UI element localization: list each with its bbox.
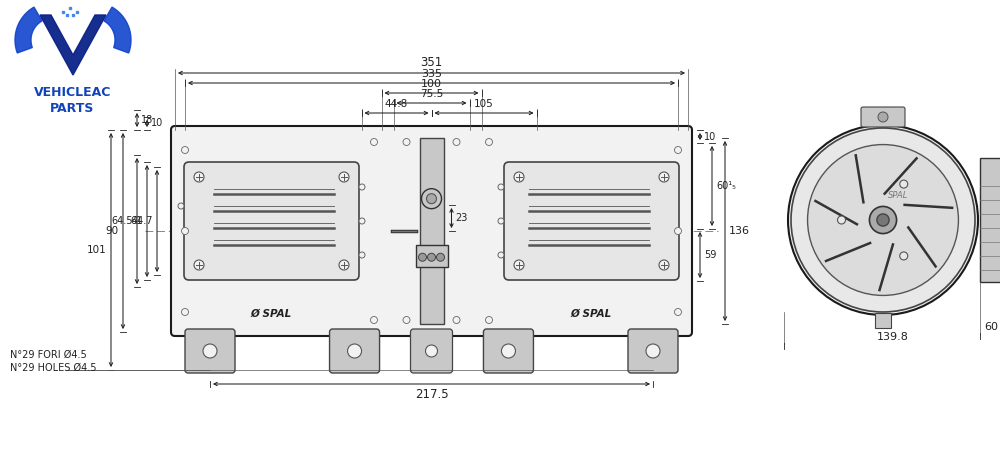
Circle shape [182, 309, 188, 315]
Circle shape [339, 172, 349, 182]
Text: 61: 61 [131, 216, 143, 226]
Circle shape [808, 144, 958, 296]
Circle shape [178, 203, 184, 209]
FancyBboxPatch shape [861, 107, 905, 127]
Circle shape [498, 184, 504, 190]
FancyBboxPatch shape [628, 329, 678, 373]
Text: Ø SPAL: Ø SPAL [251, 309, 292, 319]
Circle shape [203, 344, 217, 358]
Circle shape [403, 139, 410, 145]
Circle shape [646, 344, 660, 358]
Circle shape [403, 316, 410, 324]
Text: 64.5: 64.5 [112, 216, 133, 226]
Ellipse shape [788, 125, 978, 315]
Circle shape [486, 316, 492, 324]
Polygon shape [15, 7, 42, 53]
Circle shape [659, 172, 669, 182]
Circle shape [674, 147, 682, 153]
Circle shape [182, 147, 188, 153]
Text: 100: 100 [421, 79, 442, 89]
Text: 75.5: 75.5 [420, 89, 443, 99]
Text: N°29 HOLES Ø4.5: N°29 HOLES Ø4.5 [10, 363, 96, 373]
Circle shape [900, 252, 908, 260]
Circle shape [194, 260, 204, 270]
Circle shape [422, 189, 442, 209]
Text: VEHICLEAC: VEHICLEAC [34, 86, 111, 99]
Text: PARTS: PARTS [50, 102, 95, 114]
Circle shape [436, 253, 444, 261]
Text: 10: 10 [704, 131, 716, 141]
Circle shape [838, 216, 846, 224]
Circle shape [514, 260, 524, 270]
Text: N°29 FORI Ø4.5: N°29 FORI Ø4.5 [10, 350, 87, 360]
Text: 139.8: 139.8 [877, 332, 909, 342]
Bar [416, 245, 448, 267]
Circle shape [359, 252, 365, 258]
FancyBboxPatch shape [185, 329, 235, 373]
Text: Ø SPAL: Ø SPAL [571, 309, 612, 319]
Text: PARTS: PARTS [398, 228, 468, 247]
Circle shape [339, 260, 349, 270]
Circle shape [674, 228, 682, 234]
FancyBboxPatch shape [171, 126, 692, 336]
FancyBboxPatch shape [504, 162, 679, 280]
Bar [875, 313, 891, 328]
Circle shape [453, 139, 460, 145]
Text: 60¹₅: 60¹₅ [716, 181, 736, 191]
Circle shape [370, 139, 378, 145]
FancyBboxPatch shape [411, 329, 452, 373]
Polygon shape [104, 7, 131, 53]
Bar [420, 138, 444, 324]
Circle shape [418, 253, 426, 261]
Text: 101: 101 [87, 245, 107, 255]
Text: 105: 105 [474, 99, 494, 109]
Circle shape [486, 139, 492, 145]
Circle shape [501, 344, 515, 358]
Text: 23: 23 [456, 213, 468, 223]
FancyBboxPatch shape [483, 329, 533, 373]
Text: 217.5: 217.5 [415, 388, 448, 401]
Text: 18: 18 [141, 115, 153, 125]
Text: V: V [350, 173, 410, 247]
Circle shape [194, 172, 204, 182]
Text: SPAL: SPAL [888, 190, 908, 199]
Circle shape [877, 214, 889, 226]
Circle shape [498, 252, 504, 258]
Circle shape [453, 316, 460, 324]
Text: 44.8: 44.8 [385, 99, 408, 109]
Text: 60: 60 [984, 322, 998, 332]
Circle shape [426, 345, 438, 357]
Circle shape [428, 253, 436, 261]
Text: 136: 136 [729, 226, 750, 236]
Text: 59: 59 [704, 250, 716, 260]
Circle shape [348, 344, 362, 358]
Circle shape [659, 260, 669, 270]
Circle shape [370, 316, 378, 324]
Bar [980, 158, 1000, 282]
FancyBboxPatch shape [330, 329, 380, 373]
Text: 335: 335 [421, 69, 442, 79]
Text: 44.7: 44.7 [132, 216, 153, 226]
Circle shape [359, 218, 365, 224]
Circle shape [674, 309, 682, 315]
Circle shape [359, 184, 365, 190]
Circle shape [900, 180, 908, 188]
Text: VEHICLEAC: VEHICLEAC [355, 203, 511, 227]
Circle shape [498, 218, 504, 224]
Circle shape [426, 194, 436, 204]
Circle shape [514, 172, 524, 182]
Text: 90: 90 [106, 226, 119, 236]
Polygon shape [40, 15, 106, 75]
FancyBboxPatch shape [184, 162, 359, 280]
Circle shape [182, 228, 188, 234]
Circle shape [791, 128, 975, 312]
Circle shape [869, 207, 897, 234]
Text: 351: 351 [420, 56, 443, 69]
Text: 10: 10 [151, 118, 163, 129]
Circle shape [878, 112, 888, 122]
